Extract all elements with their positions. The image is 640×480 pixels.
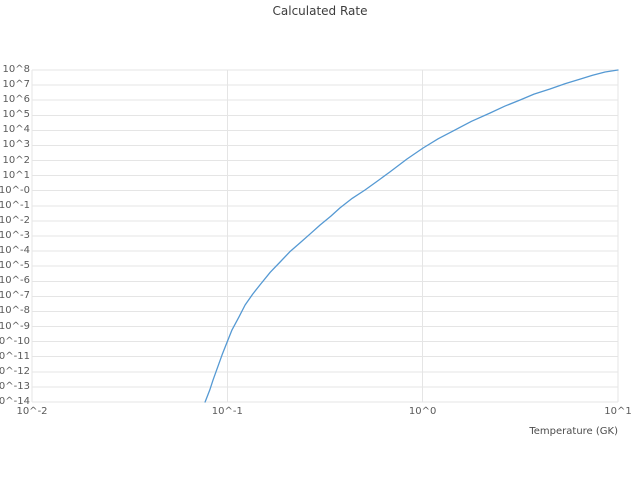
x-tick-label: 10^-2 <box>16 406 48 417</box>
y-tick-label: 10^1 <box>2 169 30 181</box>
y-tick-label: 10^-3 <box>0 230 30 241</box>
y-tick-label: 10^-13 <box>0 380 30 392</box>
y-tick-label: 10^7 <box>2 79 30 91</box>
y-tick-label: 10^-9 <box>0 320 30 332</box>
x-tick-label: 10^1 <box>604 406 632 417</box>
y-tick-label: 10^5 <box>2 109 30 121</box>
y-tick-label: 10^6 <box>2 94 30 106</box>
y-tick-label: 10^-0 <box>0 184 30 196</box>
y-tick-label: 10^-8 <box>0 305 30 317</box>
y-tick-label: 10^-4 <box>0 245 30 257</box>
y-tick-label: 10^-2 <box>0 214 30 226</box>
x-tick-label: 10^-1 <box>211 406 243 417</box>
y-tick-label: 10^-11 <box>0 350 30 362</box>
x-axis-label: Temperature (GK) <box>529 426 618 437</box>
y-tick-label: 10^-10 <box>0 335 30 347</box>
y-tick-label: 10^8 <box>2 64 30 75</box>
y-tick-label: 10^-5 <box>0 260 30 272</box>
gridlines <box>31 69 619 403</box>
y-tick-label: 10^-6 <box>0 275 30 287</box>
rate-line <box>204 69 619 403</box>
y-tick-label: 10^3 <box>2 139 30 151</box>
x-tick-label: 10^0 <box>408 406 437 417</box>
y-tick-label: 10^2 <box>2 154 30 166</box>
y-tick-label: 10^-7 <box>0 290 30 302</box>
y-tick-label: 10^4 <box>2 124 30 136</box>
chart-title: Calculated Rate <box>272 4 368 18</box>
y-tick-label: 10^-12 <box>0 365 30 377</box>
y-tick-label: 10^-14 <box>0 396 30 407</box>
y-tick-label: 10^-1 <box>0 199 30 211</box>
